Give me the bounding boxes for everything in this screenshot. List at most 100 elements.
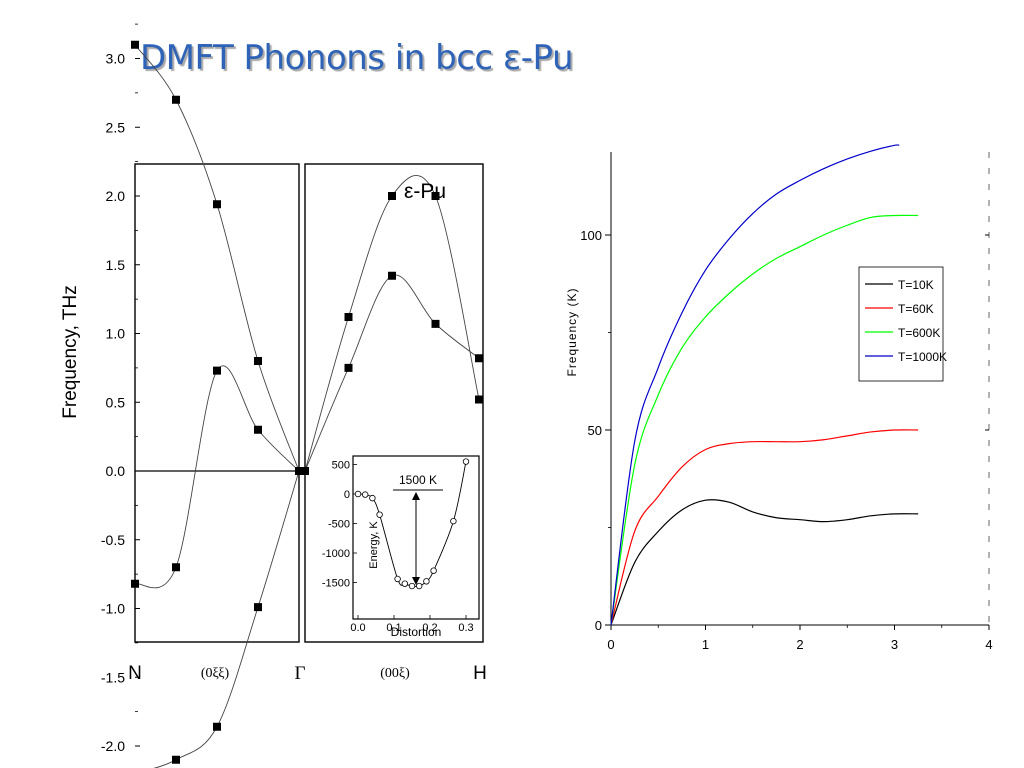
legend-label: T=600K — [898, 326, 940, 340]
inset-y-tick-label: 0 — [344, 489, 350, 501]
legend-label: T=60K — [898, 302, 934, 316]
y-tick-label: -1.0 — [101, 601, 125, 617]
x-point-H: H — [473, 663, 487, 684]
right-x-tick-label: 2 — [796, 637, 803, 652]
inset-point — [416, 582, 423, 590]
inset-x-tick-label: 0.0 — [350, 622, 365, 634]
y-tick-label: -0.5 — [101, 532, 125, 548]
right-x-tick-label: 4 — [985, 637, 992, 652]
inset-data-points — [354, 458, 470, 590]
right-y-tick-label: 0 — [595, 618, 602, 633]
x-point-0xixi: (0ξξ) — [201, 666, 230, 681]
annotation-epsilon-pu: ε-Pu — [404, 180, 446, 203]
series-t-10k — [610, 499, 919, 626]
y-tick-label: 2.0 — [106, 188, 126, 204]
dispersion-marker — [431, 319, 440, 328]
dispersion-curves — [134, 44, 480, 768]
energy-distortion-inset: 500 0 -500 -1000 -1500 0.0 0.1 0.2 0.3 1500 K Di… — [322, 455, 480, 639]
arrowhead-down — [412, 577, 420, 585]
dispersion-marker — [213, 366, 221, 375]
legend-box — [858, 266, 944, 382]
dispersion-marker — [254, 425, 262, 434]
right-axis-ticks: 0 1 2 3 4 0 50 100 — [580, 228, 992, 652]
inset-x-label: Distortion — [391, 625, 442, 639]
right-y-axis-label: Frequency (K) — [565, 287, 579, 376]
series-t-600k — [610, 214, 919, 626]
barrier-arrow — [393, 489, 443, 585]
legend: T=10K T=60K T=600K T=1000K — [858, 266, 947, 382]
inset-point — [354, 490, 362, 498]
y-tick-label: 3.0 — [106, 51, 126, 67]
dispersion-marker — [301, 467, 309, 475]
dispersion-marker — [475, 354, 483, 363]
series-t-1000k — [610, 144, 900, 626]
dispersion-marker — [344, 313, 353, 321]
dispersion-marker — [344, 363, 353, 372]
dispersion-marker — [388, 271, 396, 280]
inset-point — [423, 578, 430, 585]
phonon-dispersion-chart: 4.03.53.02.52.01.51.00.50.0-0.5-1.0-1.5-… — [60, 23, 487, 768]
y-tick-label: -1.5 — [101, 669, 125, 685]
y-tick-label: 1.0 — [106, 326, 126, 342]
y-tick-label: 1.5 — [106, 257, 126, 273]
dispersion-branch-n-γ-0 — [134, 44, 300, 472]
right-x-tick-label: 3 — [891, 637, 898, 652]
inset-y-tick-label: 500 — [332, 460, 350, 472]
dispersion-branch-n-γ-2 — [153, 470, 300, 768]
inset-point — [369, 494, 376, 502]
inset-point — [401, 580, 408, 587]
slide-title: DMFT Phonons in bcc ε-Pu — [140, 38, 574, 78]
dispersion-marker — [172, 563, 180, 572]
right-x-tick-label: 1 — [702, 637, 709, 652]
dispersion-marker — [131, 40, 139, 49]
right-y-tick-label: 100 — [580, 228, 602, 243]
dispersion-branch-γ-h-1 — [304, 274, 480, 472]
x-point-Gamma: Γ — [295, 663, 306, 684]
inset-point — [462, 458, 470, 465]
inset-x-tick-label: 0.3 — [458, 622, 473, 634]
y-axis-ticks: 4.03.53.02.52.01.51.00.50.0-0.5-1.0-1.5-… — [101, 23, 140, 754]
frequency-temperature-chart: 0 1 2 3 4 0 50 100 Frequency (K) T=10K T=60K T=60… — [565, 144, 993, 652]
inset-y-label: Energy, K — [368, 521, 380, 569]
series-t-60k — [610, 429, 919, 626]
y-tick-label: 0.0 — [106, 463, 126, 479]
legend-label: T=10K — [898, 278, 934, 292]
inset-point — [408, 582, 416, 590]
panel-frame-n-gamma — [134, 163, 300, 643]
dispersion-marker — [172, 95, 180, 104]
legend-label: T=1000K — [898, 350, 947, 364]
inset-x-tick-label: 0.2 — [422, 622, 437, 634]
dispersion-branch-γ-h-0 — [304, 175, 480, 472]
y-tick-label: -2.0 — [101, 738, 125, 754]
dispersion-marker — [254, 357, 262, 365]
inset-point — [376, 511, 383, 518]
x-point-N: N — [128, 663, 142, 684]
dispersion-marker — [213, 722, 221, 731]
right-y-tick-label: 50 — [588, 423, 602, 438]
dispersion-marker — [431, 192, 440, 200]
arrowhead-up — [412, 492, 420, 500]
inset-y-tick-label: -500 — [328, 519, 350, 531]
x-point-00xi: (00ξ) — [380, 666, 410, 681]
inset-y-tick-label: -1000 — [322, 548, 350, 560]
dispersion-marker — [254, 603, 262, 612]
right-x-tick-label: 0 — [607, 637, 614, 652]
dispersion-marker — [131, 579, 139, 588]
inset-annotation: 1500 K — [399, 473, 437, 487]
y-tick-label: 0.5 — [106, 394, 126, 410]
inset-axis-ticks: 500 0 -500 -1000 -1500 0.0 0.1 0.2 0.3 — [322, 460, 474, 635]
temperature-series — [610, 144, 919, 626]
dispersion-marker — [213, 200, 221, 209]
y-tick-label: 2.5 — [106, 119, 126, 135]
inset-point — [394, 575, 401, 583]
inset-x-tick-label: 0.1 — [386, 622, 401, 634]
inset-y-tick-label: -1500 — [322, 578, 350, 590]
dispersion-marker — [295, 467, 303, 475]
y-axis-label: Frequency, THz — [60, 285, 81, 418]
dispersion-markers — [131, 40, 483, 764]
dispersion-marker — [172, 755, 180, 764]
inset-point — [450, 517, 457, 525]
inset-point — [430, 567, 437, 574]
inset-point — [362, 491, 369, 498]
